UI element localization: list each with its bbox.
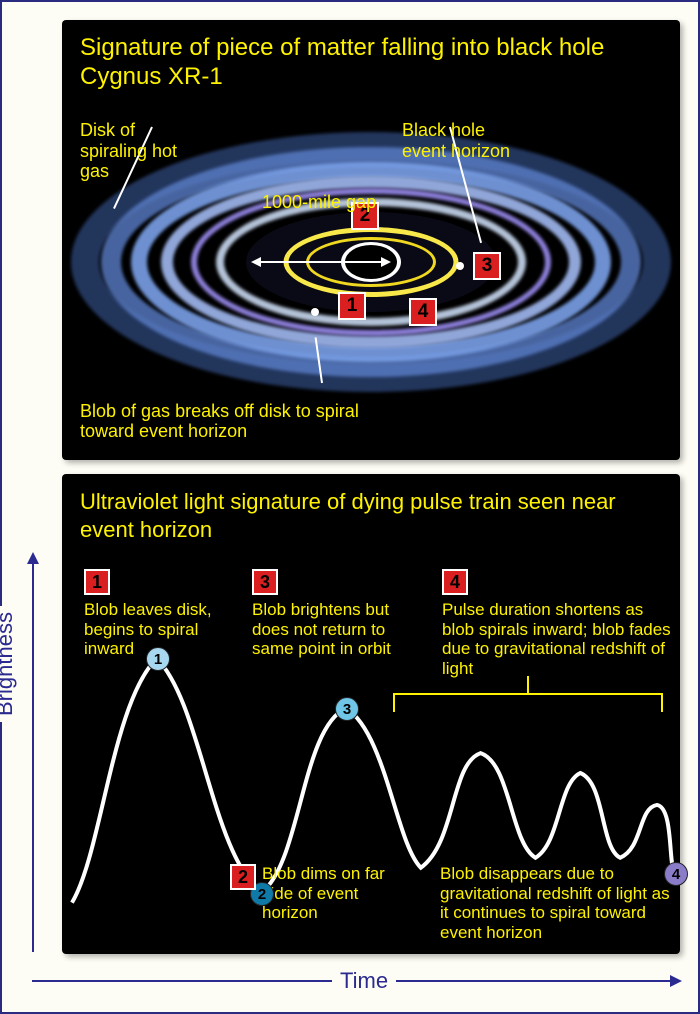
curve-point-1: 1 xyxy=(146,647,170,671)
caption-c4b: Blob disappears due to gravitational red… xyxy=(440,864,670,942)
caption-c3: Blob brightens but does not return to sa… xyxy=(252,600,412,659)
blob-point-1 xyxy=(311,308,319,316)
sequence-marker-2: 2 xyxy=(230,864,256,890)
label-disk: Disk of spiraling hot gas xyxy=(80,120,200,182)
label-horizon: Black hole event horizon xyxy=(402,120,532,161)
label-gap: 1000-mile gap xyxy=(262,192,376,213)
disk-marker-1: 1 xyxy=(338,292,366,320)
disk-marker-3: 3 xyxy=(473,252,501,280)
curve-point-4: 4 xyxy=(664,862,688,886)
sequence-marker-3: 3 xyxy=(252,569,278,595)
y-axis-label: Brightness xyxy=(0,606,18,722)
blob-point-3 xyxy=(456,262,464,270)
caption-c2: Blob dims on far side of event horizon xyxy=(262,864,412,923)
disk-marker-4: 4 xyxy=(409,298,437,326)
top-panel: Signature of piece of matter falling int… xyxy=(62,20,680,460)
label-blob: Blob of gas breaks off disk to spiral to… xyxy=(80,401,400,442)
x-axis-label: Time xyxy=(332,968,396,994)
sequence-marker-4: 4 xyxy=(442,569,468,595)
bottom-panel: Ultraviolet light signature of dying pul… xyxy=(62,474,680,954)
sequence-marker-1: 1 xyxy=(84,569,110,595)
top-panel-title: Signature of piece of matter falling int… xyxy=(80,34,662,92)
gap-arrow xyxy=(251,252,391,272)
caption-c4a: Pulse duration shortens as blob spirals … xyxy=(442,600,672,678)
curve-point-3: 3 xyxy=(335,697,359,721)
y-axis xyxy=(32,562,34,952)
